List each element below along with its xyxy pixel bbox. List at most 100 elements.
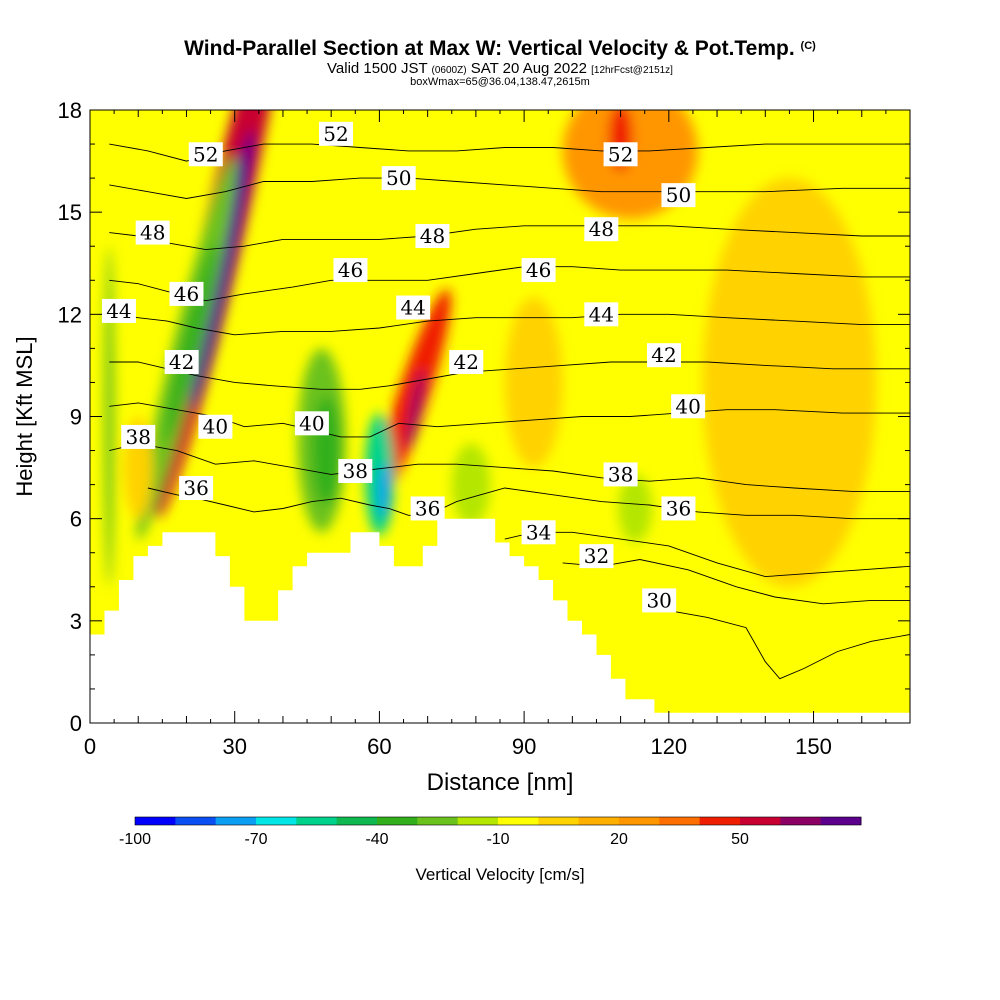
velocity-cell (702, 178, 877, 587)
svg-text:38: 38 (343, 459, 368, 483)
velocity-cell (451, 443, 491, 526)
x-tick-label: 150 (795, 734, 832, 759)
svg-text:36: 36 (666, 496, 691, 520)
svg-text:36: 36 (415, 496, 440, 520)
svg-text:30: 30 (646, 588, 671, 612)
contour-label: 48 (135, 220, 170, 245)
y-tick-label: 9 (70, 405, 82, 430)
y-tick-label: 18 (58, 98, 82, 123)
svg-text:46: 46 (174, 282, 199, 306)
contour-label: 40 (294, 411, 329, 436)
colorbar-swatch (377, 817, 418, 825)
contour-label: 36 (410, 496, 445, 521)
svg-text:44: 44 (589, 302, 614, 326)
theta-contour (109, 225, 910, 251)
svg-text:50: 50 (666, 183, 691, 207)
colorbar-swatch (417, 817, 459, 825)
colorbar-label: Vertical Velocity [cm/s] (415, 865, 584, 884)
colorbar-swatch (336, 817, 378, 825)
y-tick-label: 6 (70, 507, 82, 532)
contour-label: 48 (584, 217, 619, 242)
x-axis-label: Distance [nm] (427, 769, 574, 796)
x-tick-label: 30 (222, 734, 246, 759)
colorbar-swatch (175, 817, 217, 825)
contour-label: 50 (661, 183, 696, 208)
svg-text:52: 52 (608, 142, 633, 166)
colorbar-swatch (740, 817, 781, 825)
contour-label: 44 (396, 295, 431, 320)
svg-text:50: 50 (386, 166, 411, 190)
theta-contours (109, 143, 910, 680)
svg-text:34: 34 (526, 520, 551, 544)
contour-label: 44 (101, 298, 136, 323)
contour-label: 46 (333, 258, 368, 283)
velocity-cell (104, 246, 115, 587)
colorbar-swatch (820, 817, 862, 825)
svg-text:48: 48 (589, 217, 614, 241)
contour-label: 42 (449, 350, 484, 375)
y-tick-label: 3 (70, 609, 82, 634)
contour-label: 40 (671, 394, 706, 419)
contour-label: 36 (661, 496, 696, 521)
colorbar-swatch (659, 817, 701, 825)
contour-label: 38 (338, 458, 373, 483)
velocity-cell (191, 130, 255, 410)
svg-text:38: 38 (608, 462, 633, 486)
svg-text:32: 32 (584, 544, 609, 568)
svg-text:46: 46 (338, 258, 363, 282)
colorbar-swatch (578, 817, 620, 825)
velocity-cell (504, 297, 563, 468)
y-tick-label: 15 (58, 200, 82, 225)
contour-label: 38 (603, 462, 638, 487)
theta-contour (109, 443, 910, 492)
colorbar: -100 -70 -40 -10 20 50 Vertical Velocity [cm/s… (119, 816, 862, 884)
colorbar-swatch (256, 817, 297, 825)
x-tick-label: 0 (84, 734, 96, 759)
contour-label: 42 (164, 350, 199, 375)
y-tick-label: 12 (58, 302, 82, 327)
y-tick-label: 0 (70, 711, 82, 736)
x-tick-label: 60 (367, 734, 391, 759)
contour-label: 32 (579, 544, 614, 569)
velocity-cell (165, 242, 218, 441)
svg-text:40: 40 (675, 394, 700, 418)
contour-label: 42 (647, 343, 681, 368)
contour-label: 36 (179, 476, 214, 501)
colorbar-swatch (780, 817, 822, 825)
colorbar-swatch (215, 817, 257, 825)
colorbar-frame (134, 816, 862, 826)
colorbar-tick-label: -40 (365, 831, 388, 848)
contour-label: 38 (121, 424, 156, 449)
colorbar-swatch (619, 817, 660, 825)
contour-label: 52 (188, 142, 223, 167)
svg-text:52: 52 (323, 122, 348, 146)
svg-text:42: 42 (651, 343, 676, 367)
contour-label: 46 (521, 258, 556, 283)
chart-title: Wind-Parallel Section at Max W: Vertical… (184, 37, 816, 60)
colorbar-swatch (135, 817, 176, 825)
colorbar-swatch (296, 817, 338, 825)
chart-subtitle: Valid 1500 JST (0600Z) SAT 20 Aug 2022 [… (327, 60, 673, 77)
colorbar-tick-label: 50 (731, 831, 749, 848)
chart-box-info: boxWmax=65@36.04,138.47,2615m (410, 76, 590, 88)
svg-text:44: 44 (106, 299, 131, 323)
theta-contour (109, 313, 910, 336)
svg-text:42: 42 (454, 350, 479, 374)
colorbar-swatch (498, 817, 539, 825)
velocity-cell (406, 369, 425, 450)
colorbar-swatch (457, 817, 499, 825)
velocity-cell (377, 464, 391, 519)
contour-label: 52 (319, 122, 353, 146)
svg-text:48: 48 (140, 221, 165, 245)
theta-contour (562, 559, 910, 605)
theta-contour (109, 361, 910, 390)
contour-label: 40 (198, 414, 233, 439)
colorbar-swatch (699, 817, 741, 825)
contour-label: 30 (642, 588, 677, 613)
colorbar-tick-label: -70 (244, 831, 267, 848)
contour-label: 44 (584, 302, 619, 327)
contour-label: 50 (381, 166, 416, 191)
svg-text:40: 40 (203, 415, 228, 439)
